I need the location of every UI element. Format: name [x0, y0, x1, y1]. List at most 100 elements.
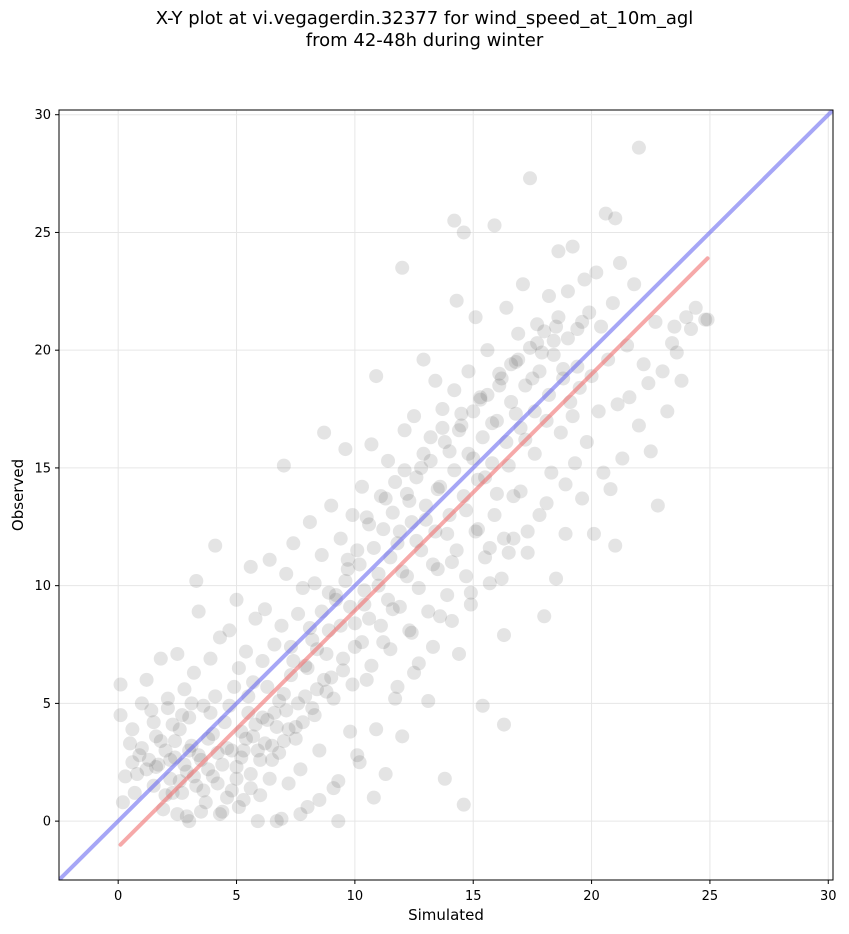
- data-point: [205, 769, 220, 784]
- data-point: [565, 409, 580, 424]
- data-point: [305, 632, 320, 647]
- data-point: [113, 708, 128, 723]
- data-point: [641, 376, 656, 391]
- data-point: [295, 581, 310, 596]
- data-point: [248, 611, 263, 626]
- data-point: [570, 321, 585, 336]
- data-point: [404, 625, 419, 640]
- data-point: [317, 425, 332, 440]
- data-point: [331, 774, 346, 789]
- data-point: [293, 807, 308, 822]
- data-point: [175, 708, 190, 723]
- data-point: [511, 326, 526, 341]
- data-point: [485, 456, 500, 471]
- data-point: [416, 352, 431, 367]
- data-point: [165, 717, 180, 732]
- data-point: [234, 750, 249, 765]
- data-point: [191, 748, 206, 763]
- reference-lines: [59, 110, 833, 880]
- data-point: [170, 646, 185, 661]
- data-point: [324, 498, 339, 513]
- data-point: [260, 712, 275, 727]
- data-point: [267, 637, 282, 652]
- data-point: [291, 606, 306, 621]
- data-point: [324, 670, 339, 685]
- data-point: [127, 785, 142, 800]
- data-point: [376, 522, 391, 537]
- data-point: [319, 646, 334, 661]
- y-axis-label: Observed: [9, 459, 27, 531]
- data-point: [378, 491, 393, 506]
- data-point: [288, 731, 303, 746]
- data-point: [146, 715, 161, 730]
- data-point: [212, 807, 227, 822]
- data-point: [603, 482, 618, 497]
- data-point: [416, 446, 431, 461]
- data-point: [423, 453, 438, 468]
- data-point: [440, 526, 455, 541]
- data-point: [340, 562, 355, 577]
- data-point: [125, 722, 140, 737]
- data-point: [172, 722, 187, 737]
- data-point: [333, 531, 348, 546]
- data-point: [506, 531, 521, 546]
- data-point: [222, 623, 237, 638]
- data-point: [480, 343, 495, 358]
- data-point: [454, 406, 469, 421]
- data-point: [544, 465, 559, 480]
- data-point: [286, 536, 301, 551]
- data-point: [674, 373, 689, 388]
- data-point: [518, 378, 533, 393]
- data-point: [215, 804, 230, 819]
- data-point: [224, 743, 239, 758]
- data-point: [160, 691, 175, 706]
- data-point: [272, 694, 287, 709]
- data-point: [366, 790, 381, 805]
- data-point: [276, 458, 291, 473]
- data-point: [395, 729, 410, 744]
- data-point: [373, 489, 388, 504]
- data-point: [447, 383, 462, 398]
- y-tick-label: 5: [43, 697, 51, 712]
- data-point: [513, 484, 528, 499]
- data-point: [589, 265, 604, 280]
- data-point: [130, 767, 145, 782]
- data-point: [631, 418, 646, 433]
- data-point: [132, 748, 147, 763]
- data-point: [610, 397, 625, 412]
- data-point: [141, 752, 156, 767]
- data-point: [553, 425, 568, 440]
- data-point: [300, 661, 315, 676]
- x-tick-label: 25: [702, 889, 719, 904]
- data-point: [350, 543, 365, 558]
- data-point: [312, 743, 327, 758]
- data-point: [631, 140, 646, 155]
- data-point: [153, 651, 168, 666]
- data-point: [212, 630, 227, 645]
- data-point: [272, 745, 287, 760]
- data-point: [134, 741, 149, 756]
- x-tick-label: 15: [465, 889, 482, 904]
- data-point: [167, 734, 182, 749]
- data-point: [362, 611, 377, 626]
- data-point: [487, 218, 502, 233]
- data-point: [700, 312, 715, 327]
- data-point: [622, 390, 637, 405]
- data-point: [300, 800, 315, 815]
- data-point: [473, 392, 488, 407]
- data-point: [362, 517, 377, 532]
- data-point: [444, 555, 459, 570]
- data-point: [201, 762, 216, 777]
- data-point: [220, 790, 235, 805]
- data-point: [523, 340, 538, 355]
- data-point: [459, 503, 474, 518]
- data-point: [660, 404, 675, 419]
- data-point: [428, 373, 443, 388]
- data-point: [326, 691, 341, 706]
- data-point: [537, 324, 552, 339]
- data-point: [627, 277, 642, 292]
- data-point: [310, 682, 324, 697]
- data-point: [549, 571, 564, 586]
- data-point: [530, 317, 545, 332]
